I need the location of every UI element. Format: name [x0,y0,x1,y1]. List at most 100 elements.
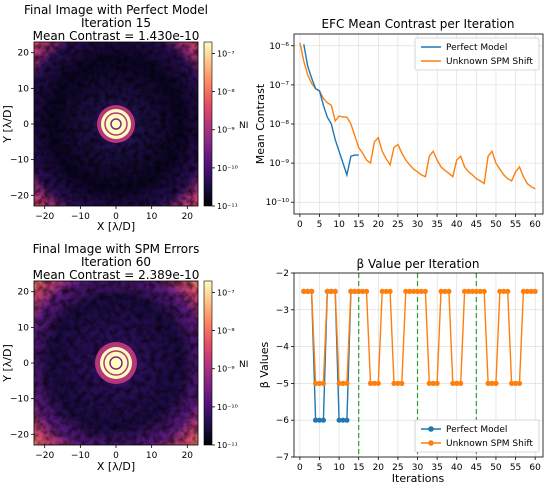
image1-title-line3: Mean Contrast = 1.430e-10 [33,29,200,43]
panel-contrast-chart: EFC Mean Contrast per Iteration 0 5 10 15 20… [254,17,544,230]
y-tick-label: −7 [276,453,289,463]
image2-title-line3: Mean Contrast = 2.389e-10 [33,268,200,282]
series-point-spm [450,380,456,386]
y-tick-label: −6 [276,416,290,426]
image2-y-ticks: 20 10 0 −10 −20 [10,288,34,440]
x-tick-label: 15 [353,220,364,230]
image-y-tick-label: −20 [10,191,29,201]
series-point-spm [410,288,417,294]
series-point-spm [407,288,413,294]
series-line-spm [299,42,536,190]
image2-ylabel: Y [λ/D] [1,344,14,383]
series-point-spm [477,288,483,294]
beta-xlabel: Iterations [392,472,445,485]
series-point-spm [340,380,346,386]
series-point-spm [434,380,440,386]
series-point-spm [469,288,476,294]
series-point-spm [458,380,464,386]
image-y-tick-label: 0 [23,359,29,369]
series-point-spm [414,288,421,294]
image2-title-line2: Iteration 60 [81,255,151,269]
x-tick-label: 10 [333,220,345,230]
series-point-spm [367,380,374,386]
series-point-perfect [336,417,342,423]
image1-core-ring-inner [110,118,122,130]
image-y-tick-label: 20 [18,49,30,59]
colorbar-tick-label: 10⁻¹⁰ [217,164,238,173]
series-point-spm [336,380,342,386]
series-point-spm [493,380,499,386]
series-point-spm [344,380,350,386]
image2-core-ring-inner [109,356,123,370]
beta-legend-marker-spm [428,440,434,446]
series-point-spm [332,288,338,294]
image2-title-line1: Final Image with SPM Errors [33,242,200,256]
contrast-legend: Perfect Model Unknown SPM Shift [414,37,540,71]
series-point-spm [348,288,354,294]
image2-core-ring [103,350,129,376]
beta-title: β Value per Iteration [357,257,480,271]
series-point-spm [356,288,362,294]
beta-legend-marker-perfect [428,426,434,432]
y-tick-label: 10⁻⁷ [269,81,289,91]
x-tick-label: 20 [373,463,385,473]
series-point-spm [426,380,432,386]
x-tick-label: 40 [451,463,463,473]
colorbar-tick-label: 10⁻⁹ [217,365,235,374]
image-x-tick-label: −20 [35,212,54,222]
image-y-tick-label: −20 [10,430,29,440]
panel-image-perfect: Final Image with Perfect Model Iteration… [1,3,248,233]
series-point-spm [446,288,452,294]
image-y-tick-label: 0 [23,120,29,130]
x-tick-label: 20 [373,220,385,230]
image2-colorbar: 10⁻⁷ 10⁻⁸ 10⁻⁹ 10⁻¹⁰ 10⁻¹¹ NI [203,280,248,450]
beta-legend-perfect: Perfect Model [446,425,507,435]
beta-x-ticks: 0 5 10 15 20 25 30 35 40 45 50 55 60 [297,457,541,473]
image2-xlabel: X [λ/D] [97,460,135,473]
colorbar-tick-label: 10⁻⁷ [217,49,235,58]
series-point-perfect [340,417,346,423]
colorbar2-ticks: 10⁻⁷ 10⁻⁸ 10⁻⁹ 10⁻¹⁰ 10⁻¹¹ [212,288,238,450]
series-line-perfect [303,44,359,178]
contrast-ylabel: Mean Contrast [254,83,267,164]
x-tick-label: 40 [451,220,463,230]
image1-y-ticks: 20 10 0 −10 −20 [10,49,34,201]
colorbar-tick-label: 10⁻⁸ [217,88,235,97]
series-point-spm [324,288,330,294]
x-tick-label: 10 [333,463,345,473]
x-tick-label: 45 [471,463,482,473]
image1-title-line2: Iteration 15 [81,16,151,30]
series-line-spm [303,290,536,385]
x-tick-label: 0 [297,220,303,230]
colorbar-tick-label: 10⁻⁹ [217,126,235,135]
colorbar1-label: NI [239,121,248,131]
series-point-spm [371,380,377,386]
series-point-spm [320,380,327,386]
panel-image-spm: Final Image with SPM Errors Iteration 60… [1,242,248,473]
image-x-tick-label: −10 [71,212,90,222]
image1-colorbar: 10⁻⁷ 10⁻⁸ 10⁻⁹ 10⁻¹⁰ 10⁻¹¹ NI [203,41,248,211]
series-point-spm [520,288,526,294]
image1-ylabel: Y [λ/D] [1,105,14,144]
contrast-x-ticks: 0 5 10 15 20 25 30 35 40 45 50 55 60 [297,214,541,230]
image-x-tick-label: 20 [182,451,194,461]
y-tick-label: 10⁻⁹ [269,159,289,169]
contrast-title: EFC Mean Contrast per Iteration [322,17,515,31]
image-x-tick-label: 0 [113,451,119,461]
image-x-tick-label: 10 [146,451,158,461]
series-point-spm [528,288,534,294]
beta-legend: Perfect Model Unknown SPM Shift [414,419,540,453]
series-point-spm [532,288,538,294]
beta-y-ticks: −2 −3 −4 −5 −6 −7 [276,269,294,463]
image-x-tick-label: 10 [146,212,158,222]
series-point-spm [430,380,436,386]
series-point-perfect [344,417,350,423]
x-tick-label: 55 [510,220,521,230]
image1-title-line1: Final Image with Perfect Model [24,3,208,17]
colorbar-tick-label: 10⁻¹⁰ [217,403,238,412]
image-x-tick-label: 20 [182,212,194,222]
series-point-spm [485,380,491,386]
series-point-spm [442,288,448,294]
image1-xlabel: X [λ/D] [97,220,135,233]
x-tick-label: 50 [490,220,502,230]
